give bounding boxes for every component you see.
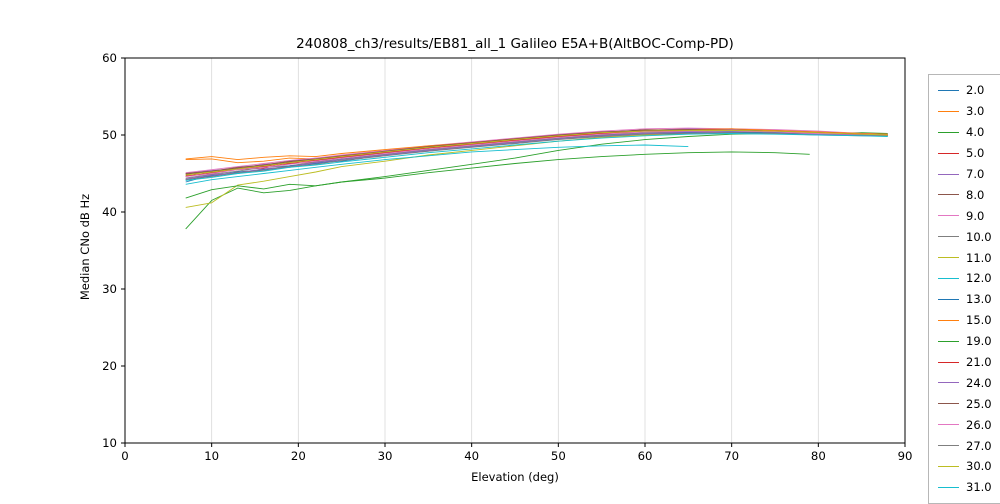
legend-item: 31.0: [938, 477, 1000, 498]
legend-label: 31.0: [966, 480, 992, 495]
legend-line-swatch: [938, 382, 959, 384]
legend-label: 15.0: [966, 313, 992, 328]
legend-line-swatch: [938, 277, 959, 279]
legend-label: 5.0: [966, 146, 985, 161]
series-line-31.0: [185, 133, 888, 181]
legend-label: 12.0: [966, 271, 992, 286]
series-line-26.0: [185, 130, 888, 178]
chart-title: 240808_ch3/results/EB81_all_1 Galileo E5…: [296, 36, 734, 52]
series-line-30.0: [185, 129, 888, 176]
x-tick-label: 90: [898, 449, 913, 463]
legend-item: 24.0: [938, 372, 1000, 393]
x-tick-label: 0: [121, 449, 128, 463]
legend-label: 2.0: [966, 83, 985, 98]
axes-frame: [124, 57, 906, 444]
legend-item: 12.0: [938, 268, 1000, 289]
legend-item: 30.0: [938, 456, 1000, 477]
x-tick-label: 60: [638, 449, 653, 463]
legend-label: 4.0: [966, 125, 985, 140]
legend-label: 10.0: [966, 229, 992, 244]
x-tick-label: 30: [378, 449, 393, 463]
legend-label: 21.0: [966, 355, 992, 370]
legend-line-swatch: [938, 173, 959, 175]
legend: 2.0 3.0 4.0 5.0 7.0 8.0 9.0 10.0 11.0 12.0 13.0 15.…: [928, 74, 1000, 504]
series-line-9.0: [185, 127, 888, 174]
legend-line-swatch: [938, 340, 959, 342]
x-axis-label: Elevation (deg): [471, 470, 559, 484]
x-tick-label: 40: [464, 449, 479, 463]
legend-line-swatch: [938, 445, 959, 447]
series-line-12.0: [185, 144, 689, 185]
legend-label: 7.0: [966, 167, 985, 181]
legend-item: 13.0: [938, 289, 1000, 310]
legend-line-swatch: [938, 361, 959, 363]
legend-item: 21.0: [938, 352, 1000, 373]
legend-label: 9.0: [966, 208, 985, 223]
y-tick-label: 10: [102, 436, 117, 450]
legend-line-swatch: [938, 257, 959, 259]
y-tick-label: 40: [102, 205, 117, 219]
legend-label: 3.0: [966, 104, 985, 119]
legend-label: 25.0: [966, 396, 992, 411]
legend-line-swatch: [938, 89, 959, 91]
legend-label: 26.0: [966, 417, 992, 432]
legend-item: 27.0: [938, 435, 1000, 456]
legend-line-swatch: [938, 424, 959, 426]
legend-item: 4.0: [938, 122, 1000, 143]
legend-line-swatch: [938, 236, 959, 238]
legend-item: 9.0: [938, 205, 1000, 226]
series-line-27.0: [185, 132, 888, 181]
x-tick-label: 70: [724, 449, 739, 463]
legend-item: 7.0: [938, 164, 1000, 185]
legend-item: 25.0: [938, 393, 1000, 414]
legend-item: 15.0: [938, 310, 1000, 331]
series-line-19.0: [185, 151, 810, 199]
legend-line-swatch: [938, 465, 959, 467]
legend-label: 8.0: [966, 187, 985, 202]
y-tick-label: 60: [102, 51, 117, 65]
legend-item: 2.0: [938, 80, 1000, 101]
legend-line-swatch: [938, 319, 959, 321]
x-tick-label: 50: [551, 449, 566, 463]
legend-item: 11.0: [938, 247, 1000, 268]
legend-label: 30.0: [966, 459, 992, 474]
legend-line-swatch: [938, 131, 959, 133]
legend-label: 27.0: [966, 438, 992, 453]
legend-line-swatch: [938, 403, 959, 405]
legend-line-swatch: [938, 110, 959, 112]
legend-line-swatch: [938, 215, 959, 217]
y-tick-label: 50: [102, 128, 117, 142]
legend-line-swatch: [938, 152, 959, 154]
legend-label: 13.0: [966, 292, 992, 307]
legend-item: 19.0: [938, 331, 1000, 352]
legend-item: 5.0: [938, 143, 1000, 164]
legend-item: 10.0: [938, 226, 1000, 247]
y-tick-label: 20: [102, 359, 117, 373]
x-tick-label: 80: [811, 449, 826, 463]
x-tick-label: 10: [204, 449, 219, 463]
legend-item: 26.0: [938, 414, 1000, 435]
y-tick-label: 30: [102, 282, 117, 296]
legend-line-swatch: [938, 194, 959, 196]
legend-item: 8.0: [938, 184, 1000, 205]
legend-line-swatch: [938, 298, 959, 300]
legend-line-swatch: [938, 486, 959, 488]
legend-label: 19.0: [966, 334, 992, 349]
legend-label: 11.0: [966, 250, 992, 265]
x-tick-label: 20: [291, 449, 306, 463]
legend-label: 24.0: [966, 375, 992, 390]
legend-item: 3.0: [938, 101, 1000, 122]
series-line-4.0: [185, 132, 888, 230]
